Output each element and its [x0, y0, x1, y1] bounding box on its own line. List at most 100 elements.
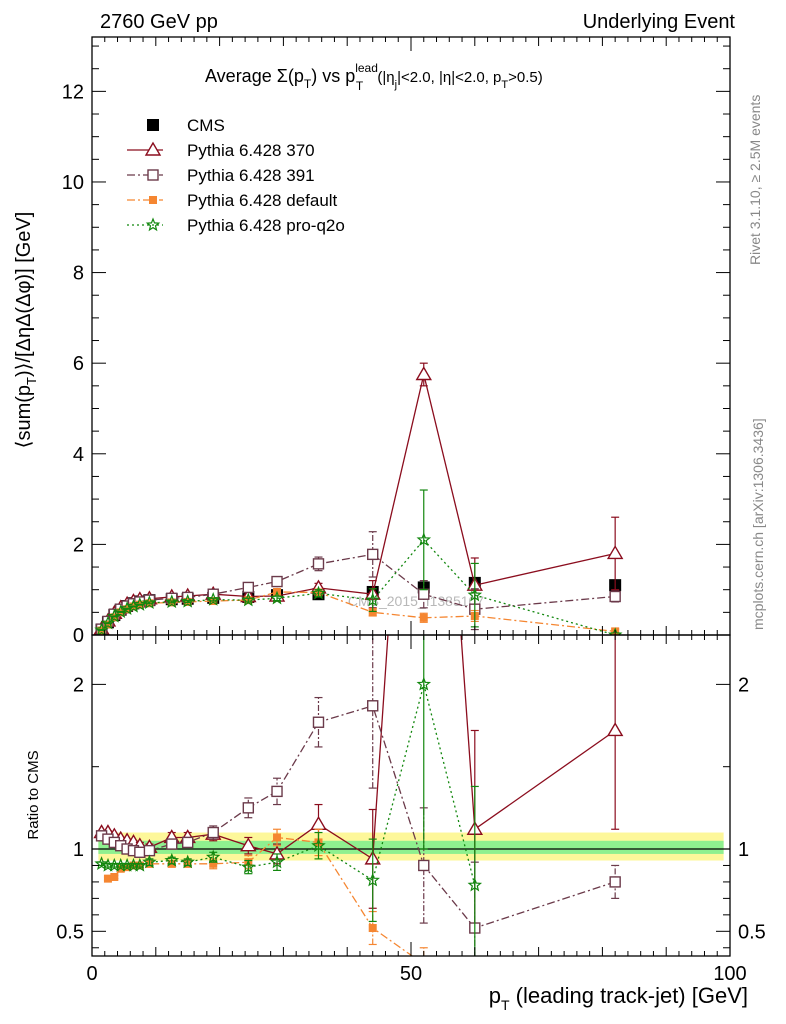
panel-frame — [91, 634, 731, 957]
data-point — [209, 859, 218, 868]
data-point — [310, 815, 327, 831]
data-point — [367, 548, 379, 561]
data-point — [419, 613, 428, 622]
data-point — [241, 859, 256, 874]
data-point — [365, 872, 380, 887]
energy-label: 2760 GeV pp — [100, 11, 218, 33]
data-point — [607, 627, 623, 635]
data-point — [416, 676, 432, 691]
legend-label: Pythia 6.428 pro-q2o — [187, 216, 345, 235]
data-point — [311, 838, 326, 852]
data-point — [312, 558, 325, 570]
series-line — [101, 538, 616, 635]
legend-marker — [147, 169, 159, 181]
legend-marker — [149, 196, 157, 204]
data-point — [166, 838, 178, 850]
series-2 — [95, 531, 621, 635]
y-tick-label: 10 — [62, 172, 84, 194]
series-line — [101, 635, 616, 861]
data-point — [242, 581, 255, 594]
data-point — [271, 575, 283, 588]
legend-marker — [144, 141, 162, 156]
data-point — [142, 854, 157, 869]
legend-item: Pythia 6.428 391 — [127, 166, 315, 185]
series-line — [101, 553, 616, 630]
main-plot: 0 2 4 6 8 10 12 — [62, 36, 731, 647]
data-point — [467, 587, 483, 602]
series-3 — [94, 635, 483, 956]
ratio-y-axis-label: Ratio to CMS — [25, 750, 42, 839]
series-line — [101, 704, 616, 929]
x-tick-label: 50 — [400, 963, 422, 985]
data-point — [417, 101, 431, 113]
analysis-label: Underlying Event — [583, 11, 736, 33]
series-line — [101, 591, 616, 633]
data-point — [418, 588, 430, 600]
data-point — [609, 590, 621, 603]
main-y-axis-label: ⟨sum(pT)⟩/[ΔηΔ(Δφ)] [GeV] — [13, 212, 39, 449]
legend-label: Pythia 6.428 391 — [187, 166, 315, 185]
data-point — [269, 590, 285, 605]
data-point — [418, 859, 430, 872]
legend-item: Pythia 6.428 default — [127, 191, 338, 210]
data-point — [606, 722, 624, 737]
y-tick-label-right: 2 — [738, 674, 749, 696]
y-tick-label: 12 — [62, 81, 84, 103]
y-tick-label-right: 0.5 — [738, 921, 766, 943]
y-tick-label: 0 — [73, 625, 84, 647]
data-point — [242, 802, 255, 814]
data-point — [94, 856, 109, 871]
legend-label: Pythia 6.428 default — [187, 191, 338, 210]
data-point — [271, 785, 283, 798]
data-layer — [93, 101, 624, 956]
y-tick-label-right: 1 — [738, 839, 749, 861]
y-tick-label: 2 — [73, 674, 84, 696]
legend-label: Pythia 6.428 370 — [187, 141, 315, 160]
data-point — [416, 532, 432, 547]
data-point — [164, 852, 180, 867]
data-point — [181, 836, 194, 849]
legend-item: Pythia 6.428 370 — [127, 141, 315, 160]
y-tick-label: 0.5 — [56, 921, 84, 943]
series-0 — [93, 101, 624, 929]
rivet-label: Rivet 3.1.10, ≥ 2.5M events — [747, 95, 763, 265]
x-tick-label: 0 — [86, 963, 97, 985]
data-point — [609, 876, 621, 888]
legend-marker — [145, 217, 161, 232]
data-point — [110, 872, 119, 881]
series-line — [101, 374, 616, 630]
data-point — [103, 620, 112, 629]
legend-label: CMS — [187, 116, 225, 135]
y-tick-label: 1 — [73, 839, 84, 861]
data-point — [207, 826, 219, 839]
legend-marker — [147, 119, 159, 131]
series-1 — [95, 635, 621, 956]
data-point — [415, 366, 432, 381]
data-point — [205, 592, 221, 606]
data-point — [368, 924, 377, 933]
mcplots-label: mcplots.cern.ch [arXiv:1306.3436] — [750, 418, 766, 630]
data-point — [142, 595, 157, 610]
data-point — [311, 585, 326, 600]
data-point — [180, 593, 195, 608]
x-axis-label: pT (leading track-jet) [GeV] — [489, 983, 748, 1013]
data-point — [100, 615, 116, 630]
legend-item: CMS — [147, 116, 225, 135]
data-point — [273, 833, 282, 842]
data-point — [94, 622, 109, 635]
ratio-plot: 0.5 0.51 12 20 50 100 — [56, 101, 766, 985]
data-point — [107, 608, 122, 623]
data-point — [103, 874, 112, 883]
series-4 — [94, 489, 623, 635]
y-tick-label: 6 — [73, 353, 84, 375]
data-point — [467, 877, 483, 892]
y-tick-label: 4 — [73, 444, 84, 466]
legend: CMS Pythia 6.428 370 Pythia 6.428 391 Pythi… — [127, 116, 345, 235]
data-point — [312, 716, 325, 728]
data-point — [365, 592, 380, 607]
data-point — [240, 837, 257, 852]
data-point — [606, 545, 624, 560]
data-layer — [93, 362, 624, 635]
data-point — [205, 849, 221, 864]
